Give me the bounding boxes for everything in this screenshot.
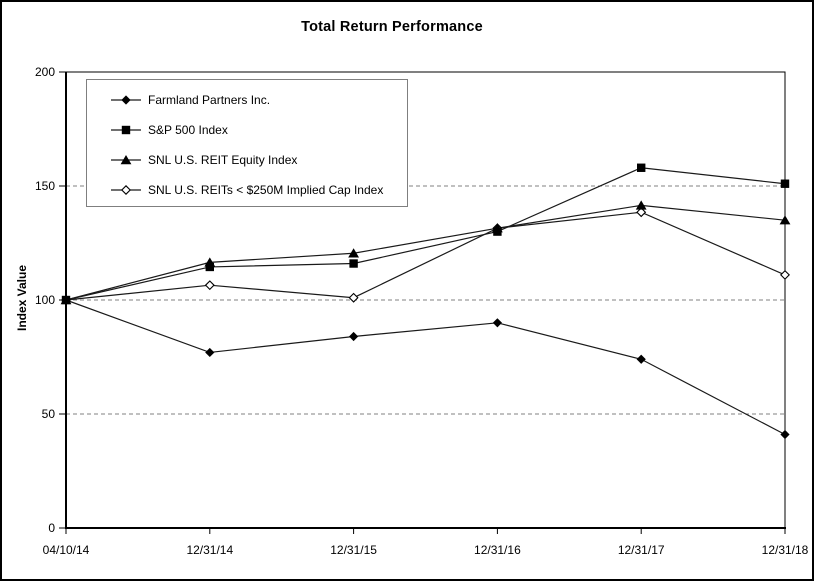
y-tick-label: 50 [42, 407, 56, 421]
filled-triangle-icon [120, 155, 132, 165]
filled-square-marker-icon [205, 262, 214, 272]
legend-item: SNL U.S. REIT Equity Index [111, 145, 407, 175]
filled-triangle-marker-icon [779, 215, 791, 225]
open-diamond-icon [121, 185, 131, 195]
chart-title: Total Return Performance [301, 19, 483, 35]
filled-square-marker-icon [780, 179, 790, 188]
filled-square-icon [121, 125, 131, 135]
filled-triangle-marker-icon [60, 295, 72, 305]
legend-label: S&P 500 Index [148, 123, 228, 137]
open-diamond-icon [111, 185, 141, 195]
filled-diamond-marker-icon [205, 347, 215, 358]
legend: Farmland Partners Inc. S&P 500 Index SNL U… [86, 79, 408, 207]
filled-diamond-marker-icon [349, 331, 359, 342]
y-tick-label: 200 [35, 65, 55, 79]
series-line-1 [65, 299, 786, 436]
x-tick-label: 12/31/16 [474, 543, 521, 557]
open-diamond-marker-icon [204, 280, 215, 291]
x-tick-label: 12/31/18 [762, 543, 809, 557]
series-line-2 [65, 167, 786, 301]
legend-item: Farmland Partners Inc. [111, 85, 407, 115]
filled-triangle-marker-icon [635, 200, 647, 210]
y-tick-label: 0 [48, 521, 55, 535]
filled-square-marker-icon [349, 259, 358, 268]
legend-label: SNL U.S. REITs < $250M Implied Cap Index [148, 183, 384, 197]
x-tick-label: 12/31/17 [618, 543, 665, 557]
filled-triangle-marker-icon [348, 248, 359, 258]
open-diamond-marker-icon [636, 207, 647, 218]
filled-diamond-icon [111, 95, 141, 105]
filled-triangle-icon [111, 155, 141, 165]
legend-item: S&P 500 Index [111, 115, 407, 145]
legend-item: SNL U.S. REITs < $250M Implied Cap Index [111, 175, 407, 205]
x-tick-label: 12/31/14 [186, 543, 233, 557]
filled-diamond-marker-icon [492, 318, 502, 328]
legend-label: SNL U.S. REIT Equity Index [148, 153, 298, 167]
open-diamond-marker-icon [348, 292, 359, 303]
open-diamond-marker-icon [780, 269, 790, 280]
filled-square-icon [111, 125, 141, 135]
series-line-4 [65, 211, 786, 301]
y-tick-label: 150 [35, 179, 55, 193]
filled-diamond-marker-icon [636, 354, 646, 364]
filled-triangle-marker-icon [492, 223, 503, 233]
y-tick-label: 100 [35, 293, 55, 307]
series-line-3 [65, 204, 786, 301]
legend-label: Farmland Partners Inc. [148, 93, 271, 107]
filled-triangle-marker-icon [204, 257, 216, 267]
filled-diamond-marker-icon [780, 429, 790, 440]
x-tick-label: 12/31/15 [330, 543, 377, 557]
filled-square-marker-icon [637, 163, 646, 172]
x-tick-label: 04/10/14 [43, 543, 90, 557]
filled-diamond-icon [121, 95, 131, 105]
